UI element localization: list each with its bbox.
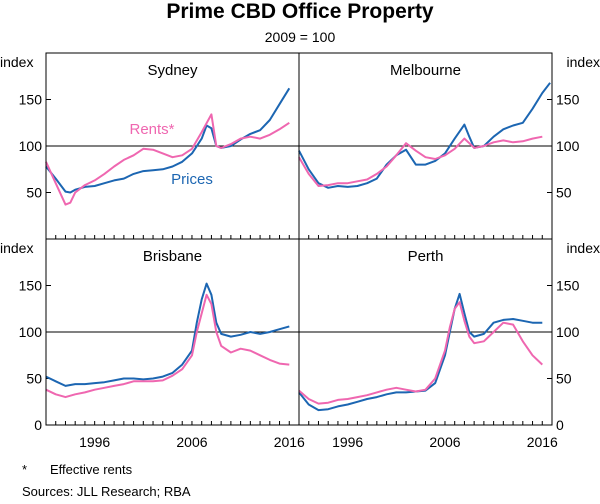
melbourne-ytick-label: 150 [556,92,580,108]
perth-rents-line [298,301,543,405]
footnote-effective-rents: * Effective rents [22,462,132,477]
brisbane-xtick-label: 2006 [176,434,207,450]
brisbane-ytick-label: 0 [34,417,42,433]
perth-xtick-label: 1996 [332,434,363,450]
melbourne-ytick-label: 50 [556,185,572,201]
perth-xtick-label: 2006 [429,434,460,450]
brisbane-xtick-label: 1996 [79,434,110,450]
melbourne-prices-line [298,82,551,189]
brisbane-rents-line [45,293,290,399]
perth-panel-title: Perth [408,248,444,265]
chart-canvas: Sydney 50 100 150 index Rents* Prices Melbourne… [0,52,600,450]
sydney-ytick-label: 150 [19,92,43,108]
brisbane-prices-line [45,282,290,387]
brisbane-axis-label: index [0,240,33,256]
sydney-prices-label: Prices [171,171,213,188]
footnote-mark: * [22,462,28,477]
sources-note: Sources: JLL Research; RBA [22,484,191,499]
brisbane-ytick-label: 100 [19,324,43,340]
sydney-rents-line [45,113,290,206]
sydney-panel-title: Sydney [147,62,198,79]
perth-ytick-label: 150 [556,278,580,294]
perth-ytick-label: 100 [556,324,580,340]
sydney-axis-label: index [0,54,33,70]
perth-xtick-label: 2016 [527,434,558,450]
chart-subtitle: 2009 = 100 [264,29,336,45]
brisbane-ytick-label: 50 [26,371,42,387]
brisbane-xtick-label: 2016 [274,434,305,450]
perth-prices-line [298,292,543,412]
sydney-prices-line [45,87,291,194]
perth-axis-label: index [567,240,600,256]
footnote-text: Effective rents [50,462,133,477]
sydney-ytick-label: 50 [26,185,42,201]
chart-title: Prime CBD Office Property [166,0,434,23]
perth-ytick-label: 0 [556,417,564,433]
melbourne-axis-label: index [567,54,600,70]
melbourne-rents-line [298,135,543,187]
brisbane-ytick-label: 150 [19,278,43,294]
sydney-rents-label: Rents* [129,121,174,138]
brisbane-panel-title: Brisbane [143,248,202,265]
perth-ytick-label: 50 [556,371,572,387]
sydney-ytick-label: 100 [19,138,43,154]
melbourne-ytick-label: 100 [556,138,580,154]
melbourne-panel-title: Melbourne [390,62,461,79]
